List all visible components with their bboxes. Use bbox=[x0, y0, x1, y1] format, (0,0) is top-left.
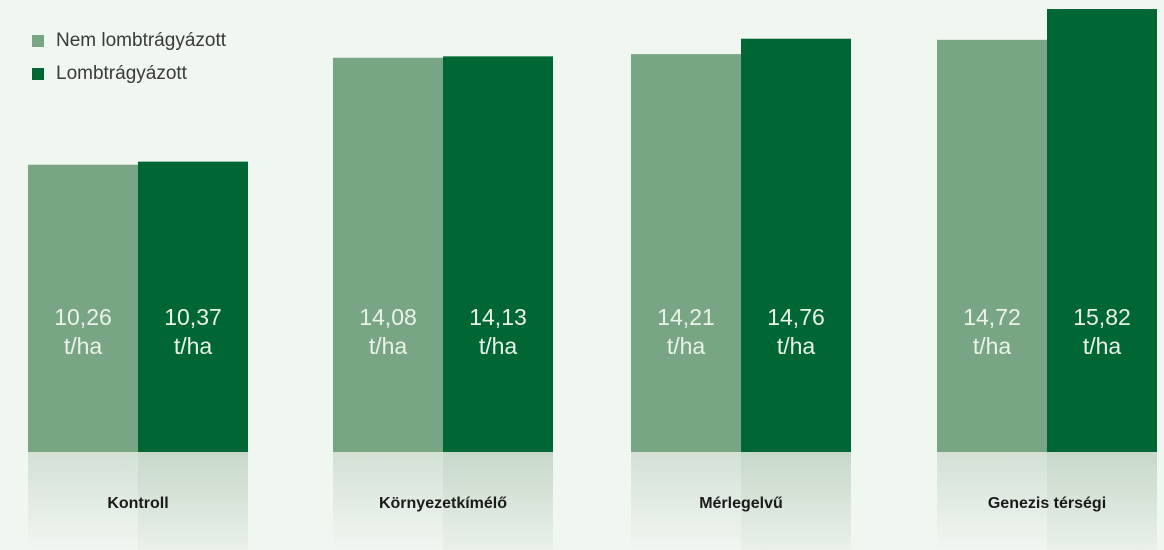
legend-swatch bbox=[32, 68, 44, 80]
value-label: 10,26 bbox=[54, 304, 112, 330]
value-unit: t/ha bbox=[479, 333, 518, 359]
bar-reflection bbox=[1047, 452, 1157, 550]
value-label: 14,21 bbox=[657, 304, 715, 330]
bar-reflection bbox=[443, 452, 553, 550]
bar bbox=[741, 38, 851, 452]
value-unit: t/ha bbox=[777, 333, 816, 359]
bar-reflection bbox=[741, 452, 851, 550]
value-label: 14,13 bbox=[469, 304, 527, 330]
legend-text: Lombtrágyázott bbox=[56, 63, 188, 84]
value-label: 14,76 bbox=[767, 304, 825, 330]
value-unit: t/ha bbox=[667, 333, 706, 359]
bar bbox=[631, 54, 741, 453]
legend-text: Nem lombtrágyázott bbox=[56, 30, 227, 51]
bar bbox=[443, 56, 553, 453]
bar bbox=[333, 57, 443, 452]
bar bbox=[28, 164, 138, 452]
value-label: 15,82 bbox=[1073, 304, 1131, 330]
bar bbox=[1047, 9, 1157, 452]
bar bbox=[138, 161, 248, 452]
bar-reflection bbox=[937, 452, 1047, 550]
x-tick-label: Genezis térségi bbox=[988, 495, 1106, 512]
x-tick-label: Kontroll bbox=[107, 495, 168, 512]
bar-reflection bbox=[138, 452, 248, 550]
value-unit: t/ha bbox=[973, 333, 1012, 359]
value-unit: t/ha bbox=[174, 333, 213, 359]
bar-reflection bbox=[631, 452, 741, 550]
value-unit: t/ha bbox=[64, 333, 103, 359]
value-unit: t/ha bbox=[369, 333, 408, 359]
x-tick-label: Környezetkímélő bbox=[379, 495, 507, 512]
bar-reflection bbox=[333, 452, 443, 550]
legend-swatch bbox=[32, 35, 44, 47]
x-tick-label: Mérlegelvű bbox=[699, 495, 783, 512]
value-unit: t/ha bbox=[1083, 333, 1122, 359]
value-label: 10,37 bbox=[164, 304, 222, 330]
value-label: 14,08 bbox=[359, 304, 417, 330]
bar bbox=[937, 39, 1047, 453]
bar-reflection bbox=[28, 452, 138, 550]
value-label: 14,72 bbox=[963, 304, 1021, 330]
